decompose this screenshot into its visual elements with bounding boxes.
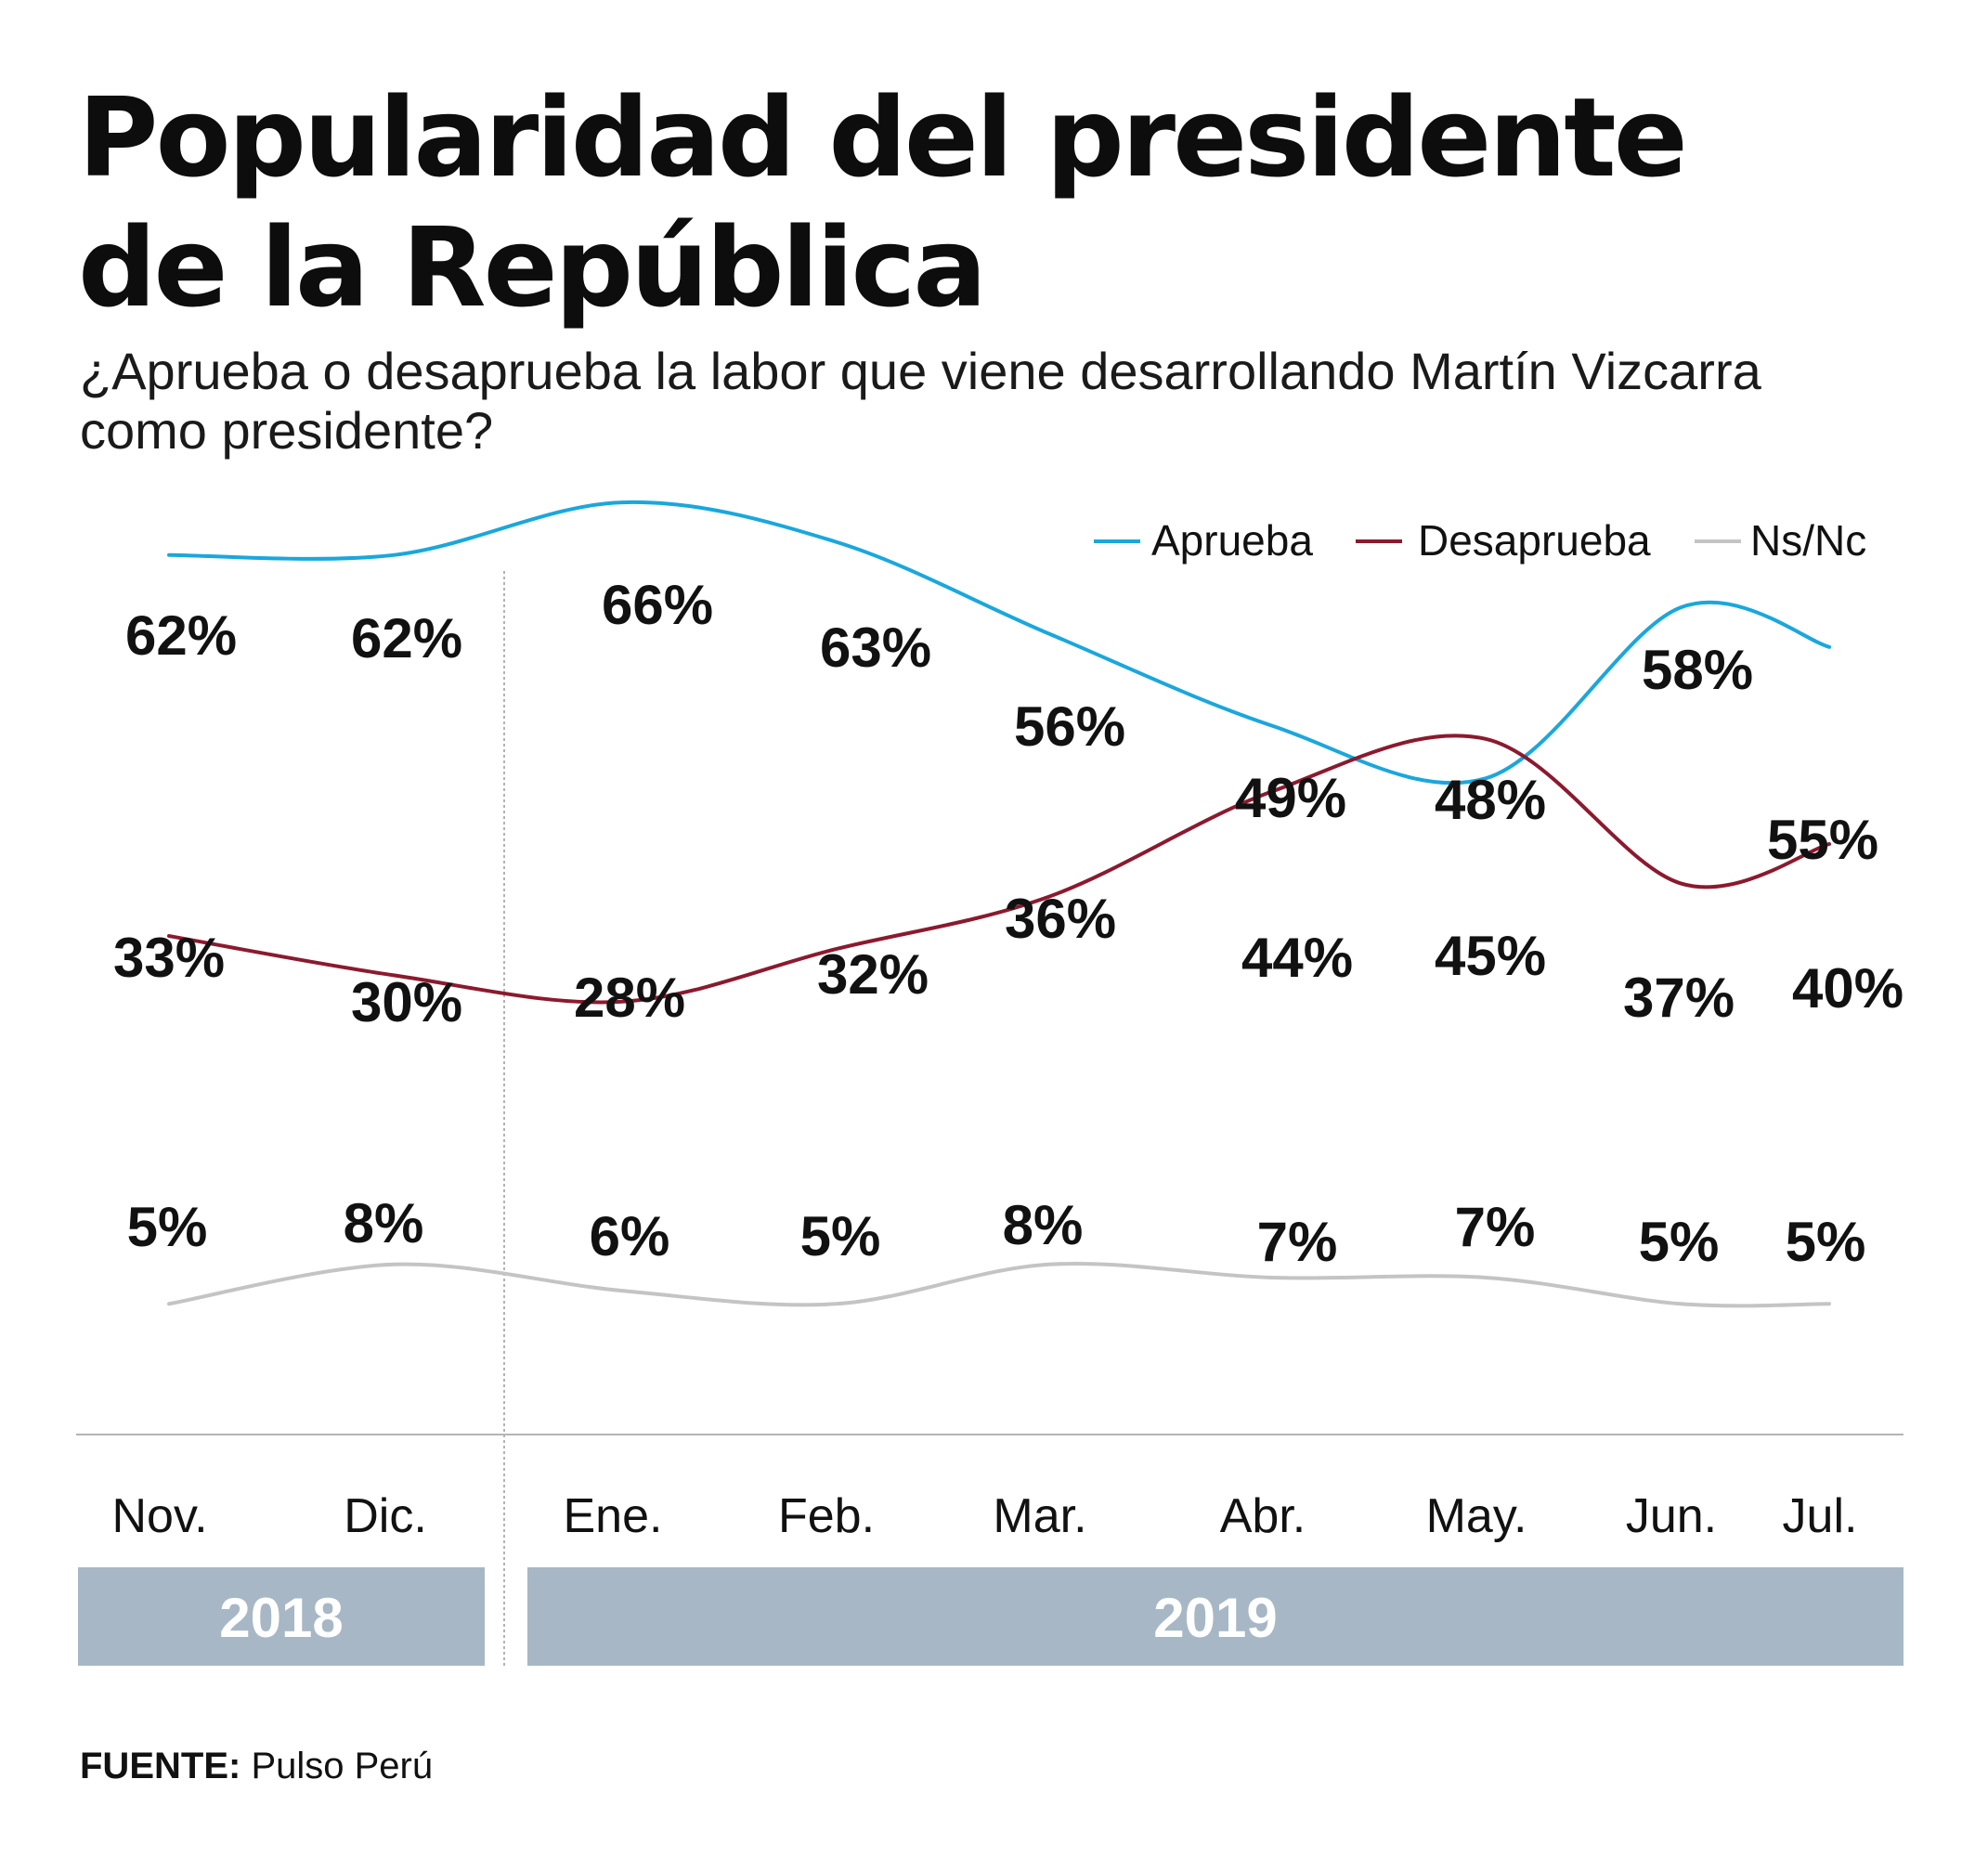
year-label-2018: 2018 (219, 1587, 343, 1649)
year-bar-2019 (527, 1567, 1904, 1666)
x-tick-label-jun: Jun. (1626, 1489, 1717, 1543)
x-tick-label-abr: Abr. (1220, 1489, 1306, 1543)
data-label-aprueba-ene: 66% (602, 574, 713, 636)
legend-label-desaprueba: Desaprueba (1418, 516, 1651, 565)
legend: Aprueba Desaprueba Ns/Nc (1094, 516, 1866, 565)
data-label-desaprueba-dic: 30% (351, 971, 462, 1033)
series-line-desaprueba (167, 734, 1831, 1005)
chart-subtitle: ¿Aprueba o desaprueba la labor que viene… (80, 342, 1761, 460)
legend-label-ns-nc: Ns/Nc (1750, 516, 1866, 565)
title-line-2: de la República (78, 203, 987, 331)
x-tick-label-ene: Ene. (564, 1489, 663, 1543)
data-label-ns-nc-may: 7% (1455, 1196, 1536, 1258)
data-label-desaprueba-jun: 37% (1623, 967, 1735, 1029)
data-label-aprueba-jul: 55% (1767, 809, 1878, 871)
year-bar-2018 (78, 1567, 485, 1666)
data-label-ns-nc-jul: 5% (1786, 1211, 1866, 1273)
series-line-aprueba (167, 500, 1831, 786)
data-label-aprueba-abr: 49% (1235, 767, 1346, 829)
data-label-ns-nc-abr: 7% (1257, 1211, 1338, 1273)
data-label-desaprueba-feb: 32% (817, 943, 929, 1006)
series-lines (167, 500, 1831, 1308)
data-label-desaprueba-mar: 36% (1005, 888, 1116, 950)
x-tick-label-mar: Mar. (993, 1489, 1086, 1543)
source-value: Pulso Perú (251, 1746, 434, 1786)
data-label-aprueba-feb: 63% (820, 617, 931, 679)
data-label-ns-nc-dic: 8% (344, 1192, 424, 1254)
title-line-1: Popularidad del presidente (78, 73, 1688, 201)
data-label-desaprueba-abr: 44% (1241, 927, 1353, 989)
legend-label-aprueba: Aprueba (1151, 516, 1313, 565)
x-tick-label-dic: Dic. (344, 1489, 427, 1543)
x-tick-label-nov: Nov. (111, 1489, 207, 1543)
data-label-ns-nc-mar: 8% (1003, 1194, 1084, 1256)
data-label-aprueba-mar: 56% (1014, 695, 1125, 758)
data-label-aprueba-jun: 58% (1642, 639, 1753, 701)
data-label-ns-nc-ene: 6% (590, 1205, 670, 1267)
year-bars: 2018 2019 (78, 1567, 1904, 1666)
data-label-ns-nc-jun: 5% (1639, 1211, 1720, 1273)
data-label-ns-nc-feb: 5% (800, 1205, 881, 1267)
data-labels: 62% 62% 66% 63% 56% 49% 45% 58% 55% 33% 30% 28% 32% 3… (113, 574, 1904, 1273)
data-label-desaprueba-nov: 33% (113, 927, 225, 989)
data-label-desaprueba-ene: 28% (574, 967, 685, 1029)
data-label-aprueba-nov: 62% (125, 604, 237, 667)
x-tick-label-may: May. (1426, 1489, 1527, 1543)
x-tick-label-jul: Jul. (1783, 1489, 1858, 1543)
year-label-2019: 2019 (1153, 1587, 1277, 1649)
series-line-ns-nc (167, 1261, 1831, 1308)
data-label-aprueba-dic: 62% (351, 607, 462, 669)
x-tick-label-feb: Feb. (778, 1489, 875, 1543)
source-note: FUENTE: Pulso Perú (80, 1746, 433, 1787)
data-label-aprueba-may: 45% (1435, 925, 1546, 987)
data-label-desaprueba-may: 48% (1435, 769, 1546, 831)
x-axis: Nov. Dic. Ene. Feb. Mar. Abr. May. Jun. Jul. (76, 1434, 1904, 1543)
data-label-desaprueba-jul: 40% (1792, 957, 1904, 1019)
source-label: FUENTE: (80, 1746, 241, 1786)
data-label-ns-nc-nov: 5% (127, 1196, 208, 1258)
chart-title: Popularidad del presidente de la Repúbli… (78, 72, 1842, 332)
